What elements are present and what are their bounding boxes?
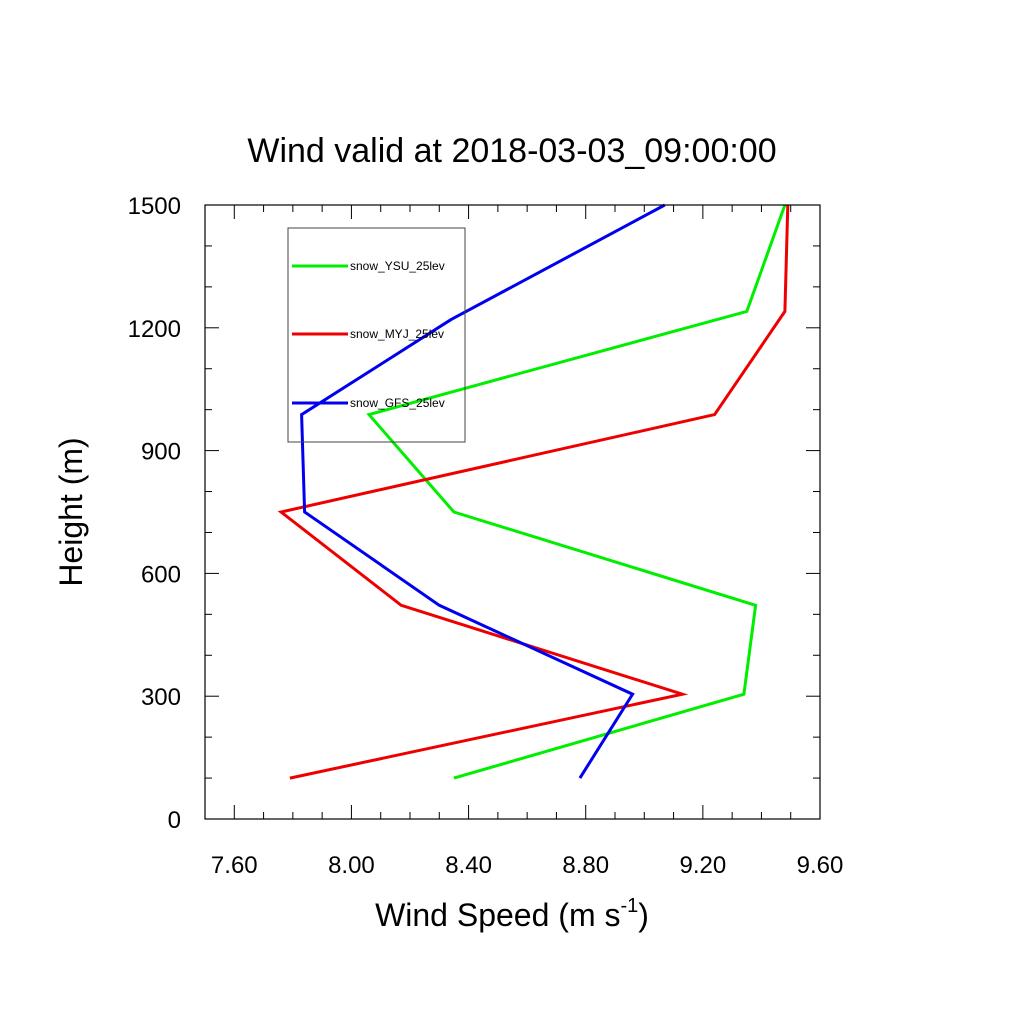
series-line-snow_GFS_25lev [300, 203, 666, 779]
y-tick-label: 0 [168, 807, 181, 834]
y-tick-label: 600 [141, 561, 181, 588]
legend-label-snow_YSU_25lev: snow_YSU_25lev [350, 259, 445, 273]
series-line-snow_MYJ_25lev [277, 204, 790, 780]
plot-frame [204, 204, 821, 820]
legend: snow_YSU_25lev snow_MYJ_25lev snow_GFS_25l… [287, 227, 466, 443]
x-tick-label: 8.80 [562, 852, 609, 879]
y-axis-label: Height (m) [53, 437, 89, 586]
legend-label-snow_MYJ_25lev: snow_MYJ_25lev [350, 327, 444, 341]
x-axis-label-superscript: -1 [620, 895, 638, 917]
legend-label-snow_GFS_25lev: snow_GFS_25lev [350, 396, 445, 410]
x-tick-label: 8.00 [328, 852, 375, 879]
plot-area [277, 203, 790, 780]
x-tick-label: 9.20 [679, 852, 726, 879]
x-tick-label: 9.60 [797, 852, 844, 879]
chart-title: Wind valid at 2018-03-03_09:00:00 [247, 132, 776, 170]
x-axis-label-main: Wind Speed (m s [375, 897, 620, 933]
y-tick-label: 1200 [128, 316, 181, 343]
x-axis-label: Wind Speed (m s-1) [375, 895, 649, 933]
axes: 7.60 8.00 8.40 8.80 9.20 9.60 0 300 600 900 1200 15… [128, 193, 844, 879]
series-line-snow_YSU_25lev [366, 204, 787, 780]
x-tick-label: 7.60 [211, 852, 258, 879]
x-tick-label: 8.40 [445, 852, 492, 879]
x-axis-label-suffix: ) [638, 897, 649, 933]
legend-box [287, 227, 466, 443]
y-tick-label: 300 [141, 684, 181, 711]
y-tick-label: 1500 [128, 193, 181, 220]
y-tick-label: 900 [141, 439, 181, 466]
